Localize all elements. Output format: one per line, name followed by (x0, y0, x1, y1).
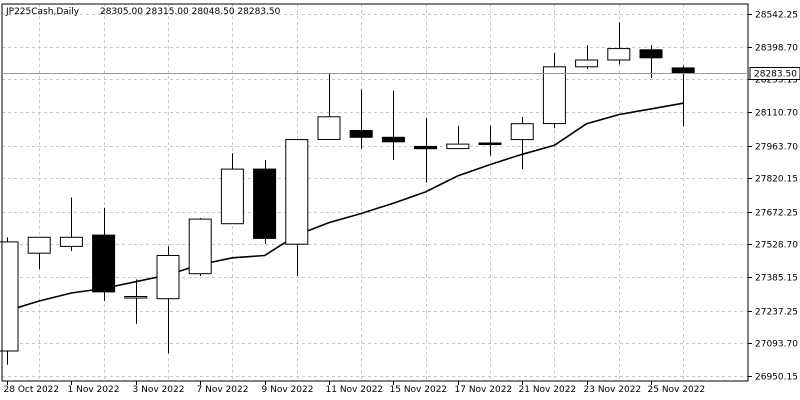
candle-body-down (414, 145, 438, 150)
y-tick-label: 27672.25 (755, 209, 798, 219)
x-tick-label: 23 Nov 2022 (584, 385, 642, 395)
candle (92, 207, 116, 302)
candle (59, 197, 83, 251)
symbol-label: JP225Cash,Daily (5, 7, 80, 17)
candle (542, 53, 566, 129)
current-price-box (749, 67, 800, 80)
candle (381, 90, 405, 161)
x-tick-label: 28 Oct 2022 (4, 385, 60, 395)
candle (220, 153, 244, 225)
candle (607, 22, 631, 65)
candle (27, 236, 51, 270)
candle (510, 116, 534, 170)
price-axis: 28542.25 28398.70 28255.15 28110.70 27963.70… (748, 11, 798, 383)
y-tick-label: 28110.70 (755, 109, 798, 119)
candle-body-up (285, 139, 309, 245)
plot-frame (1, 3, 749, 382)
candle (156, 246, 180, 354)
y-tick-label: 28398.70 (755, 44, 798, 54)
x-tick-label: 15 Nov 2022 (390, 385, 448, 395)
candle-body-up (317, 116, 341, 141)
y-tick-label: 27237.25 (755, 308, 798, 318)
y-tick-label: 27385.15 (755, 274, 798, 284)
candle-body-up (575, 59, 599, 68)
current-price-label: 28283.50 (754, 70, 797, 80)
y-tick-label: 27963.70 (755, 143, 798, 153)
grid-lines (2, 4, 748, 381)
candle (285, 139, 309, 276)
current-price-tag: 28283.50 (2, 67, 800, 80)
time-axis: 28 Oct 2022 1 Nov 2022 3 Nov 2022 7 Nov 202… (4, 381, 706, 395)
candle (478, 125, 502, 156)
candle (124, 279, 148, 324)
candle (253, 160, 277, 245)
x-tick-label: 21 Nov 2022 (519, 385, 577, 395)
x-tick-label: 9 Nov 2022 (262, 385, 314, 395)
candle (349, 89, 373, 149)
candle-body-down (639, 49, 663, 59)
candle (414, 117, 438, 183)
candle-body-down (92, 234, 116, 293)
candle (671, 65, 695, 127)
candle-body-up (156, 255, 180, 300)
ohlc-readout: 28305.00 28315.00 28048.50 28283.50 (100, 7, 281, 17)
candle-body-up (59, 236, 83, 247)
candle-body-down (381, 136, 405, 143)
candle-body-up (607, 48, 631, 61)
candle (446, 125, 470, 150)
candle-body-down (671, 67, 695, 74)
y-tick-label: 27093.70 (755, 340, 798, 350)
candle-body-up (27, 236, 51, 254)
y-tick-label: 27820.15 (755, 175, 798, 185)
candle-body-up (0, 241, 19, 352)
candle-body-up (124, 296, 148, 299)
y-tick-label: 27528.70 (755, 241, 798, 251)
candle-body-down (253, 168, 277, 239)
candle-body-up (220, 168, 244, 225)
x-tick-label: 3 Nov 2022 (133, 385, 185, 395)
candle (188, 218, 212, 276)
candle-body-up (510, 123, 534, 141)
candle-body-up (188, 218, 212, 275)
x-tick-label: 1 Nov 2022 (68, 385, 120, 395)
x-tick-label: 17 Nov 2022 (455, 385, 513, 395)
x-tick-label: 25 Nov 2022 (648, 385, 706, 395)
ma-line (6, 102, 684, 312)
moving-average (6, 102, 684, 312)
y-tick-label: 28542.25 (755, 11, 798, 21)
y-tick-label: 28255.15 (755, 76, 798, 86)
candles (0, 22, 695, 365)
x-tick-label: 7 Nov 2022 (197, 385, 249, 395)
candle (639, 45, 663, 79)
candle (575, 45, 599, 70)
candle-body-down (478, 142, 502, 145)
y-tick-label: 26950.15 (755, 373, 798, 383)
candle (0, 237, 19, 365)
candle-body-up (542, 66, 566, 125)
x-tick-label: 11 Nov 2022 (326, 385, 384, 395)
candle (317, 73, 341, 141)
candle-body-up (446, 143, 470, 150)
candle-body-down (349, 130, 373, 138)
